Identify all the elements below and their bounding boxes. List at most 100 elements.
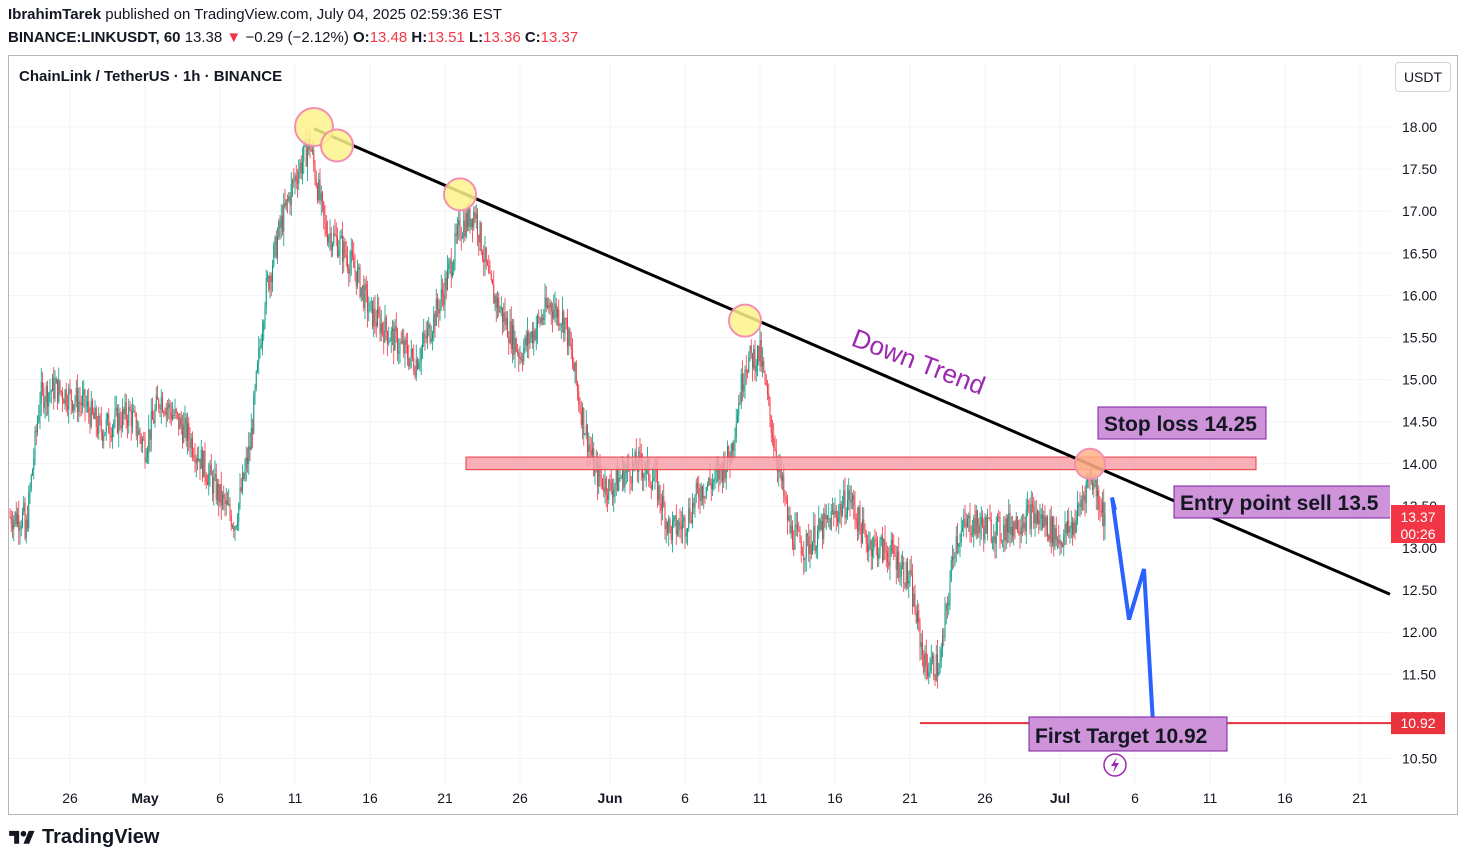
candle	[377, 293, 378, 328]
candle	[1073, 518, 1075, 538]
candle	[530, 330, 532, 344]
candle	[1015, 512, 1017, 530]
candle	[294, 172, 296, 195]
candle	[145, 447, 147, 464]
candle	[160, 389, 162, 424]
candle	[207, 474, 208, 486]
candle	[1003, 515, 1005, 553]
candle	[378, 297, 380, 319]
candle	[230, 509, 232, 531]
candle	[154, 403, 156, 428]
candle	[220, 471, 222, 520]
candle	[568, 326, 570, 356]
candle	[912, 563, 913, 615]
candle	[474, 205, 476, 224]
tradingview-brand[interactable]: TradingView	[8, 826, 159, 849]
candle	[70, 388, 72, 415]
candle	[118, 404, 120, 448]
candle	[513, 318, 515, 360]
candle	[330, 226, 332, 258]
candle	[163, 409, 165, 418]
candle	[858, 505, 860, 540]
candle	[563, 309, 565, 343]
candle	[439, 299, 441, 321]
candle	[323, 200, 325, 230]
candle	[59, 379, 61, 396]
chart-frame[interactable]	[8, 55, 1458, 815]
candle	[284, 188, 286, 209]
candle	[414, 365, 416, 380]
candle	[825, 504, 827, 531]
stop-loss-label-box	[1097, 406, 1267, 440]
candle	[485, 246, 487, 270]
candle	[815, 545, 817, 559]
candle	[108, 408, 110, 434]
candle	[557, 306, 558, 326]
candle	[418, 358, 420, 370]
candle	[787, 494, 788, 535]
candle	[278, 218, 280, 240]
candle	[150, 398, 152, 452]
stop-loss-label-text: Stop loss 14.25	[1104, 413, 1257, 436]
candle	[482, 249, 483, 263]
candle	[819, 517, 821, 533]
candle	[670, 525, 672, 545]
candle	[749, 345, 751, 362]
y-tick-label: 16.00	[1402, 287, 1437, 303]
candle	[342, 221, 343, 275]
candle	[104, 431, 106, 437]
candle	[167, 399, 168, 422]
candle	[274, 235, 276, 258]
candle	[932, 651, 933, 665]
candle	[914, 584, 916, 615]
candle	[240, 477, 242, 494]
candle	[904, 582, 906, 589]
resistance-zone	[465, 456, 1257, 471]
candle	[974, 504, 976, 537]
candle	[957, 523, 958, 555]
candle	[677, 519, 678, 537]
candle	[100, 406, 102, 441]
candle	[992, 536, 993, 550]
candle	[298, 159, 300, 191]
candle	[487, 259, 488, 267]
candle	[188, 417, 190, 452]
candle	[924, 645, 926, 679]
candle	[725, 468, 727, 490]
candle	[483, 245, 485, 277]
candle	[1045, 515, 1047, 537]
candle	[983, 518, 985, 552]
candle	[333, 225, 335, 247]
candle	[249, 432, 251, 462]
candle	[417, 356, 418, 371]
candle	[413, 344, 415, 376]
candle	[793, 530, 795, 556]
candle	[195, 454, 197, 478]
author-name[interactable]: IbrahimTarek	[8, 6, 102, 23]
candle	[833, 502, 835, 527]
candle	[400, 331, 402, 345]
candle	[128, 398, 130, 434]
candle	[712, 473, 713, 497]
candle	[47, 380, 48, 416]
candle	[698, 475, 700, 509]
candle	[668, 515, 670, 547]
candle	[498, 292, 500, 317]
candle	[74, 395, 76, 413]
candle	[688, 498, 690, 532]
candle	[399, 338, 401, 364]
candle	[893, 534, 895, 561]
candle	[702, 485, 703, 506]
candle	[928, 662, 930, 685]
candle	[352, 239, 353, 261]
candle	[68, 383, 70, 424]
candle	[353, 241, 355, 268]
candle	[143, 431, 145, 441]
candle	[919, 618, 921, 661]
candle	[740, 368, 742, 410]
candle	[1083, 491, 1085, 511]
currency-button[interactable]: USDT	[1395, 62, 1451, 92]
candle	[822, 514, 823, 549]
candle	[202, 447, 203, 482]
